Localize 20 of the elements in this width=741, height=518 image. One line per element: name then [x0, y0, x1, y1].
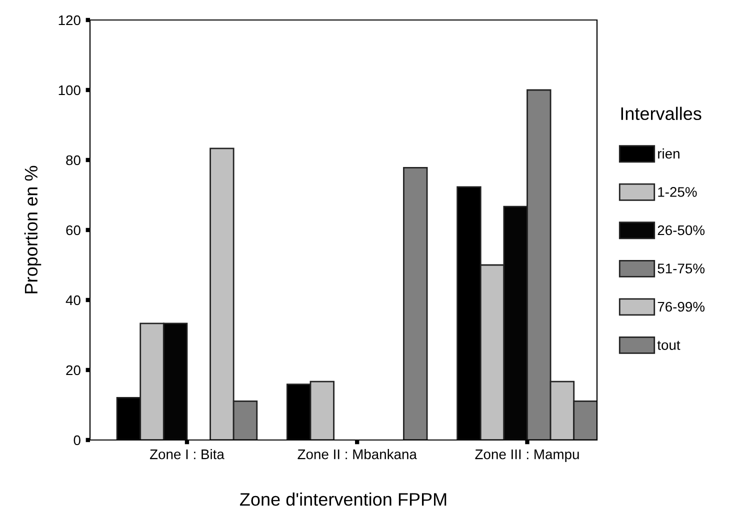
y-tick-label: 80 [66, 155, 80, 166]
y-tick-label: 60 [66, 225, 80, 236]
legend-label: 1-25% [658, 187, 697, 197]
x-tick-label: Zone II : Mbankana [298, 449, 417, 460]
x-axis-title: Zone d'intervention FPPM [240, 492, 446, 506]
legend-title: Intervalles [621, 106, 702, 120]
y-axis-title: Proportion en % [24, 166, 42, 294]
y-tick-label: 100 [58, 85, 80, 96]
legend-label: 76-99% [658, 302, 705, 312]
bar [403, 167, 428, 440]
legend-label: 51-75% [658, 264, 705, 274]
x-tick-label: Zone I : Bita [150, 449, 224, 460]
x-tick-label: Zone III : Mampu [475, 450, 579, 462]
legend-label: rien [658, 148, 680, 159]
legend-label: tout [657, 340, 680, 350]
y-tick-label: 40 [66, 295, 80, 306]
y-tick-label: 0 [74, 435, 80, 446]
y-tick-label: 20 [66, 365, 80, 376]
y-tick-label: 120 [58, 15, 80, 26]
legend-label: 26-50% [658, 225, 705, 236]
